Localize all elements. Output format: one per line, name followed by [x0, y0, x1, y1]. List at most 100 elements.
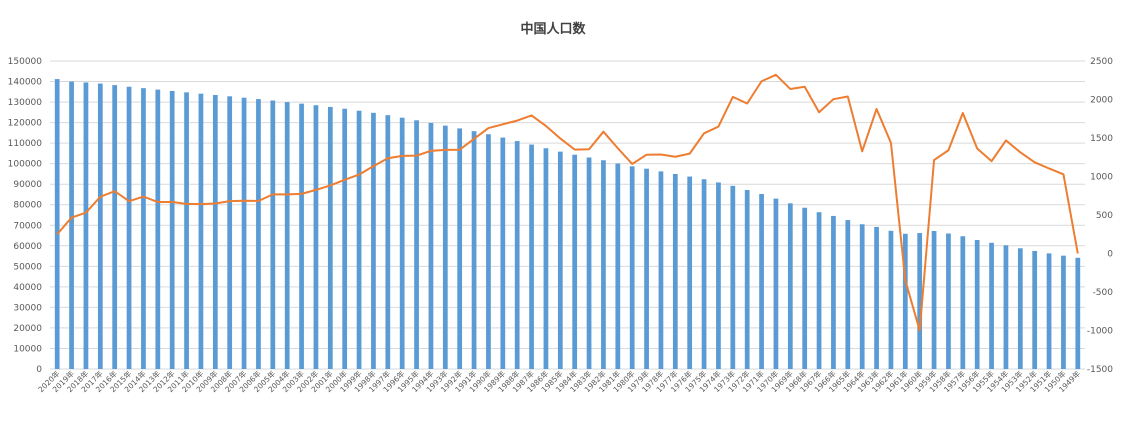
bar: [1003, 245, 1009, 369]
x-axis: 2020年2019年2018年2017年2016年2015年2014年2013年…: [36, 368, 1083, 394]
bar: [270, 100, 276, 369]
bar: [155, 89, 161, 370]
bar: [198, 93, 204, 370]
bar: [730, 185, 736, 369]
bar: [327, 106, 333, 370]
bar: [514, 141, 520, 369]
bar: [701, 179, 707, 369]
bar: [716, 182, 721, 369]
left-tick-label: 10000: [13, 344, 42, 354]
bar: [529, 144, 534, 369]
chart-title: 中国人口数: [520, 21, 586, 37]
bar: [644, 168, 649, 369]
bar: [917, 233, 923, 369]
right-tick-label: -1500: [1087, 365, 1113, 375]
left-tick-label: 110000: [8, 139, 43, 149]
bar: [112, 85, 118, 369]
left-tick-label: 30000: [13, 303, 42, 313]
bar: [744, 189, 750, 369]
bar: [97, 83, 103, 369]
bar: [284, 102, 290, 369]
left-tick-label: 40000: [13, 283, 42, 293]
bar: [428, 122, 434, 370]
bar: [500, 137, 506, 369]
bar: [184, 92, 189, 370]
bar: [227, 96, 233, 369]
bar: [126, 86, 132, 369]
bar: [414, 120, 419, 369]
bar: [615, 163, 621, 369]
right-tick-label: 0: [1107, 250, 1113, 260]
bar: [629, 166, 635, 369]
bar: [1046, 253, 1052, 369]
left-tick-label: 90000: [13, 180, 42, 190]
bar: [831, 215, 836, 369]
bar: [802, 207, 808, 369]
bar: [557, 151, 563, 369]
left-tick-label: 130000: [8, 98, 43, 108]
bar: [69, 81, 74, 369]
left-tick-label: 20000: [13, 324, 42, 334]
bar: [1032, 250, 1038, 369]
right-tick-label: 1000: [1090, 173, 1113, 183]
bar: [1017, 248, 1023, 369]
bar: [371, 112, 376, 369]
bar: [141, 88, 146, 369]
bar: [356, 110, 362, 369]
left-tick-label: 80000: [13, 201, 42, 211]
left-y-axis: 0 10000 20000 30000 40000 50000 60000 70000 8000…: [8, 57, 43, 375]
right-tick-label: 500: [1096, 211, 1113, 221]
bar: [241, 97, 247, 369]
bar: [845, 220, 851, 369]
right-tick-label: 2500: [1090, 57, 1113, 67]
bar: [543, 148, 549, 369]
bar: [960, 236, 966, 369]
bar: [888, 230, 894, 369]
right-tick-label: 2000: [1090, 96, 1113, 106]
right-tick-label: -500: [1093, 288, 1114, 298]
bar: [471, 131, 477, 369]
bar: [313, 105, 319, 370]
bar: [787, 203, 793, 369]
right-tick-label: -1000: [1087, 327, 1113, 337]
bar: [169, 90, 175, 369]
bar: [601, 160, 606, 369]
left-tick-label: 100000: [8, 160, 43, 170]
bar: [442, 125, 448, 369]
bar: [859, 224, 865, 369]
bar: [931, 231, 937, 369]
bar: [212, 94, 218, 369]
left-tick-label: 140000: [8, 78, 43, 88]
bar: [486, 134, 491, 369]
bar: [586, 157, 592, 369]
bar: [816, 212, 822, 369]
left-tick-label: 60000: [13, 242, 42, 252]
right-tick-label: 1500: [1090, 134, 1113, 144]
bar: [385, 115, 391, 370]
bar: [902, 233, 908, 369]
line-series: [56, 73, 1079, 332]
bar: [1075, 257, 1081, 369]
bar: [759, 193, 764, 369]
bar: [299, 103, 304, 369]
bar: [773, 198, 779, 369]
left-tick-label: 50000: [13, 262, 42, 272]
bar: [946, 233, 951, 369]
bar: [54, 79, 60, 370]
bar: [342, 108, 348, 370]
bar: [1061, 255, 1066, 369]
right-y-axis: -1500 -1000 -500 0 500 1000 1500 2000 2500: [1087, 57, 1113, 375]
left-tick-label: 150000: [8, 57, 43, 67]
bar-series: [54, 79, 1081, 370]
bar: [672, 173, 678, 369]
bar: [658, 171, 664, 369]
bar: [572, 154, 578, 369]
line-series-path: [56, 73, 1079, 332]
bar: [687, 176, 693, 369]
bar: [974, 239, 980, 369]
bar: [874, 226, 879, 369]
bar: [989, 242, 994, 369]
bar: [83, 82, 89, 370]
